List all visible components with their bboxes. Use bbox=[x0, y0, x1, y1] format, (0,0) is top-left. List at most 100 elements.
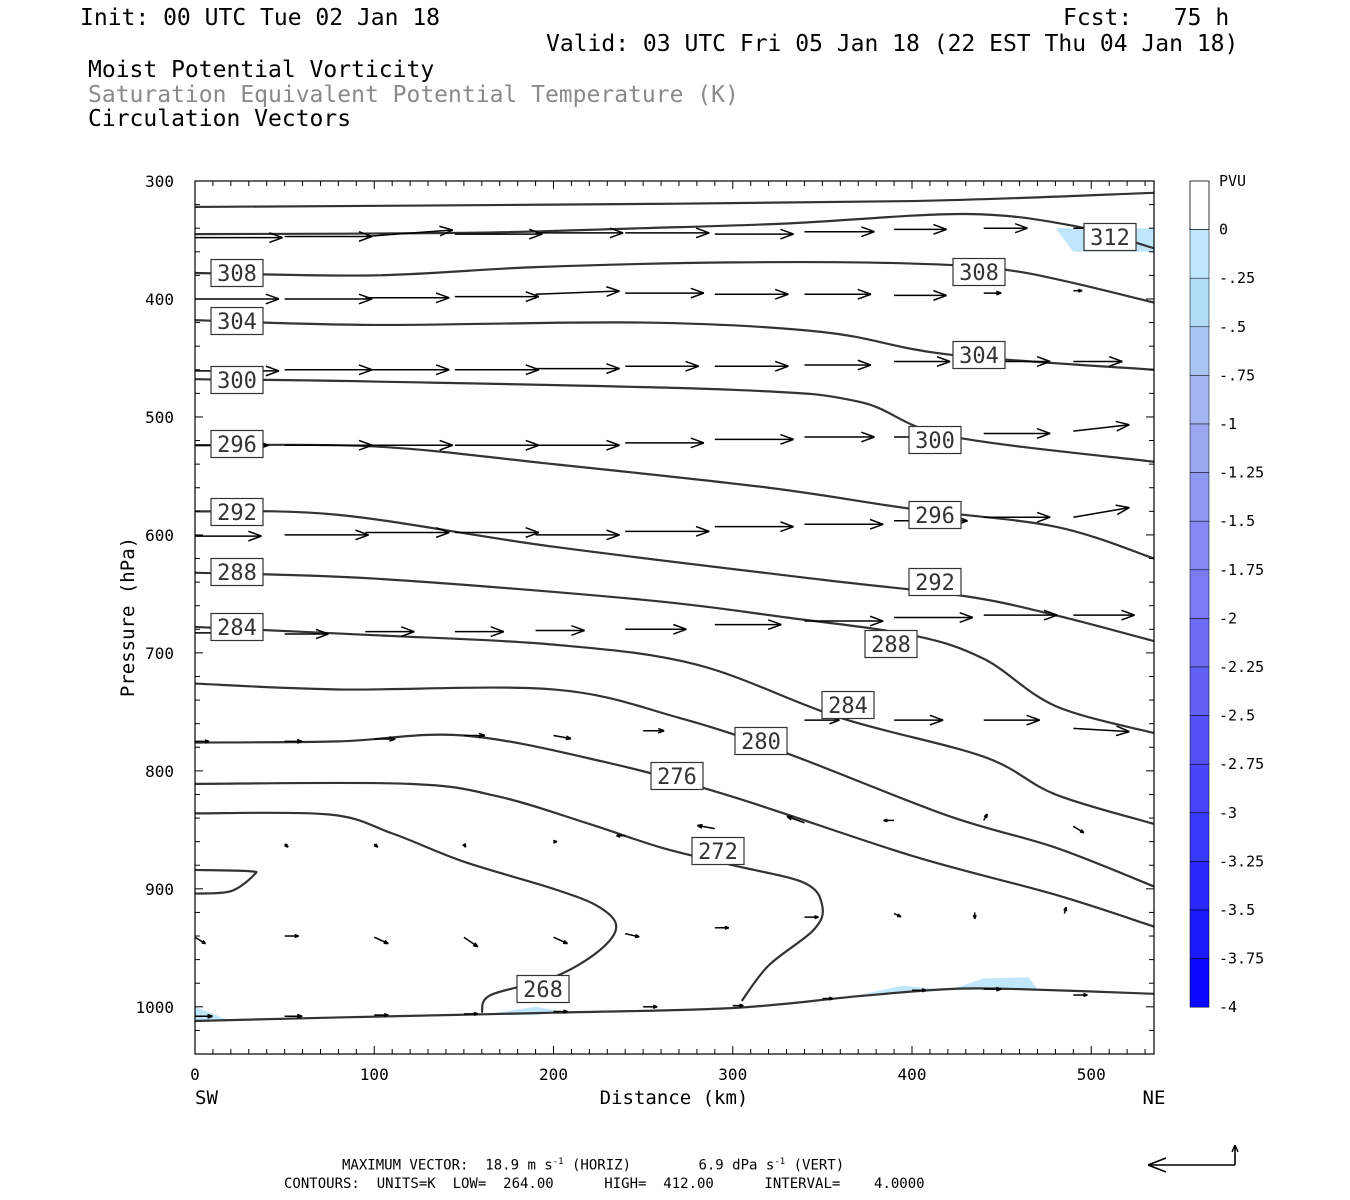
circulation-vector bbox=[373, 936, 389, 945]
y-tick-label: 500 bbox=[145, 408, 174, 427]
contour-label: 308 bbox=[959, 261, 999, 286]
legend-level-label: -2 bbox=[1219, 609, 1237, 627]
circulation-vector bbox=[625, 437, 705, 449]
x-tick-label: 300 bbox=[718, 1065, 747, 1084]
axis-ticks bbox=[194, 180, 1154, 1055]
x-axis-left-label: SW bbox=[195, 1087, 218, 1109]
circulation-vector bbox=[883, 818, 895, 823]
contour-label-box bbox=[821, 690, 875, 720]
circulation-vector bbox=[714, 521, 794, 533]
contour-label-box bbox=[908, 567, 962, 597]
circulation-vector bbox=[625, 287, 705, 299]
legend-swatch bbox=[1189, 472, 1210, 522]
circulation-vector bbox=[454, 291, 540, 303]
x-tick-label: 100 bbox=[360, 1065, 389, 1084]
legend-swatch bbox=[1189, 909, 1210, 959]
circulation-vector bbox=[894, 714, 944, 726]
x-tick-label: 200 bbox=[539, 1065, 568, 1084]
circulation-vector bbox=[1073, 609, 1135, 621]
legend-level-label: -2.25 bbox=[1219, 658, 1264, 676]
contour-label: 308 bbox=[217, 262, 257, 287]
init-time: Init: 00 UTC Tue 02 Jan 18 bbox=[80, 5, 441, 31]
circulation-vector bbox=[463, 732, 486, 739]
legend-level-label: -2.5 bbox=[1219, 707, 1255, 725]
theta-contour-layer bbox=[195, 191, 1154, 1023]
max-vector-line: MAXIMUM VECTOR: 18.9 m s-1 (HORIZ) 6.9 d… bbox=[342, 1158, 844, 1173]
circulation-vector bbox=[643, 727, 665, 734]
circulation-vector bbox=[365, 527, 450, 539]
circulation-vector bbox=[1073, 420, 1130, 432]
contour-label: 300 bbox=[915, 429, 955, 454]
legend-swatch bbox=[1189, 326, 1210, 376]
circulation-vector bbox=[983, 427, 1051, 439]
legend-level-label: 0 bbox=[1219, 221, 1228, 239]
legend-swatch bbox=[1189, 958, 1210, 1008]
legend-swatch bbox=[1189, 229, 1210, 279]
circulation-vector bbox=[284, 439, 373, 451]
legend-level-label: -1.5 bbox=[1219, 512, 1255, 530]
horiz-exponent: -1 bbox=[552, 1157, 564, 1167]
legend-level-label: -3.75 bbox=[1219, 950, 1264, 968]
circulation-vector bbox=[552, 839, 558, 844]
circulation-vector bbox=[714, 288, 789, 300]
circulation-vector bbox=[535, 227, 624, 239]
circulation-vector bbox=[1073, 992, 1088, 998]
circulation-vector bbox=[454, 439, 540, 451]
contour-label-box bbox=[516, 974, 570, 1004]
theta-contour bbox=[195, 868, 258, 895]
theta-contour bbox=[195, 212, 1154, 250]
circulation-vector bbox=[463, 936, 479, 948]
legend-level-label: -4 bbox=[1219, 998, 1237, 1016]
contour-label-box bbox=[210, 497, 264, 527]
contour-label-box bbox=[691, 836, 745, 866]
contour-label: 292 bbox=[915, 571, 955, 596]
circulation-vector bbox=[804, 288, 872, 300]
contour-label-box bbox=[952, 340, 1006, 370]
legend-swatch bbox=[1189, 277, 1210, 328]
legend-level-label: -1.25 bbox=[1219, 464, 1264, 482]
theta-contour bbox=[195, 571, 1154, 735]
legend-level-label: -3.5 bbox=[1219, 901, 1255, 919]
legend-swatch bbox=[1189, 618, 1210, 668]
circulation-vector bbox=[190, 841, 195, 844]
circulation-vector bbox=[983, 813, 988, 821]
circulation-vector bbox=[894, 611, 974, 624]
contour-label-box bbox=[952, 257, 1006, 287]
circulation-vector bbox=[983, 511, 1051, 523]
circulation-vector bbox=[893, 912, 902, 918]
legend-level-label: -3.25 bbox=[1219, 852, 1264, 870]
circulation-vector bbox=[462, 843, 467, 848]
circulation-vector bbox=[983, 986, 1002, 992]
contour-label: 284 bbox=[217, 616, 257, 641]
contour-label: 284 bbox=[828, 694, 868, 719]
contour-label-box bbox=[210, 612, 264, 642]
legend-swatch bbox=[1189, 861, 1210, 911]
legend-level-label: -2.75 bbox=[1219, 755, 1264, 773]
circulation-vector bbox=[714, 433, 794, 445]
circulation-vector bbox=[553, 1009, 568, 1014]
theta-contour bbox=[195, 378, 1154, 463]
contour-label: 280 bbox=[741, 730, 781, 755]
max-vector-label: MAXIMUM VECTOR: bbox=[342, 1157, 469, 1174]
field-title-pv: Moist Potential Vorticity bbox=[88, 57, 435, 83]
legend-swatch bbox=[1189, 569, 1210, 619]
circulation-vector bbox=[625, 623, 687, 635]
contour-label: 292 bbox=[217, 501, 257, 526]
legend-swatch bbox=[1189, 520, 1210, 571]
circulation-vector bbox=[983, 290, 1002, 296]
reference-vector-icon bbox=[1147, 1144, 1239, 1173]
horiz-max-value: 18.9 m s bbox=[485, 1157, 553, 1174]
circulation-vector bbox=[195, 739, 210, 744]
legend-swatch bbox=[1189, 666, 1210, 716]
theta-contour bbox=[195, 443, 1154, 560]
contour-label-box bbox=[210, 429, 264, 459]
y-tick-label: 300 bbox=[145, 172, 174, 191]
circulation-vector bbox=[912, 988, 927, 993]
circulation-vector bbox=[822, 996, 834, 1001]
pv-color-legend: PVU 0 -.25 -.5 -.75 -1 -1.25 -1.5 -1.75 -2 -2.25 -2… bbox=[1189, 172, 1264, 1016]
horiz-unit: (HORIZ) bbox=[563, 1157, 632, 1174]
circulation-vector bbox=[894, 355, 951, 368]
circulation-vector bbox=[696, 823, 715, 830]
contour-label: 288 bbox=[217, 561, 257, 586]
